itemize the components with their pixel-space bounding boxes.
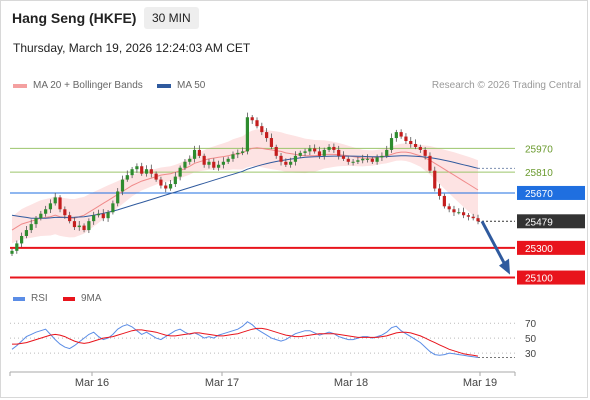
legend-bollinger: MA 20 + Bollinger Bands xyxy=(13,80,143,91)
legend-label-rsi: RSI xyxy=(31,293,48,304)
legend-swatch-rsi xyxy=(13,296,25,301)
legend-swatch-9ma xyxy=(63,296,75,301)
legend-ma50: MA 50 xyxy=(157,80,205,91)
credit-text: Research © 2026 Trading Central xyxy=(431,80,581,91)
legend-label-ma50: MA 50 xyxy=(177,80,206,91)
legend-9ma: 9MA xyxy=(63,293,102,304)
legend-label-bollinger: MA 20 + Bollinger Bands xyxy=(33,80,143,91)
timestamp: Thursday, March 19, 2026 12:24:03 AM CET xyxy=(13,41,251,55)
legend-swatch-ma50 xyxy=(157,83,171,88)
timeframe-badge[interactable]: 30 MIN xyxy=(144,7,199,29)
legend-label-9ma: 9MA xyxy=(81,293,102,304)
legend-swatch-bollinger xyxy=(13,83,27,88)
legend-rsi: RSI xyxy=(13,293,48,304)
instrument-title: Hang Seng (HKFE) xyxy=(12,10,137,26)
